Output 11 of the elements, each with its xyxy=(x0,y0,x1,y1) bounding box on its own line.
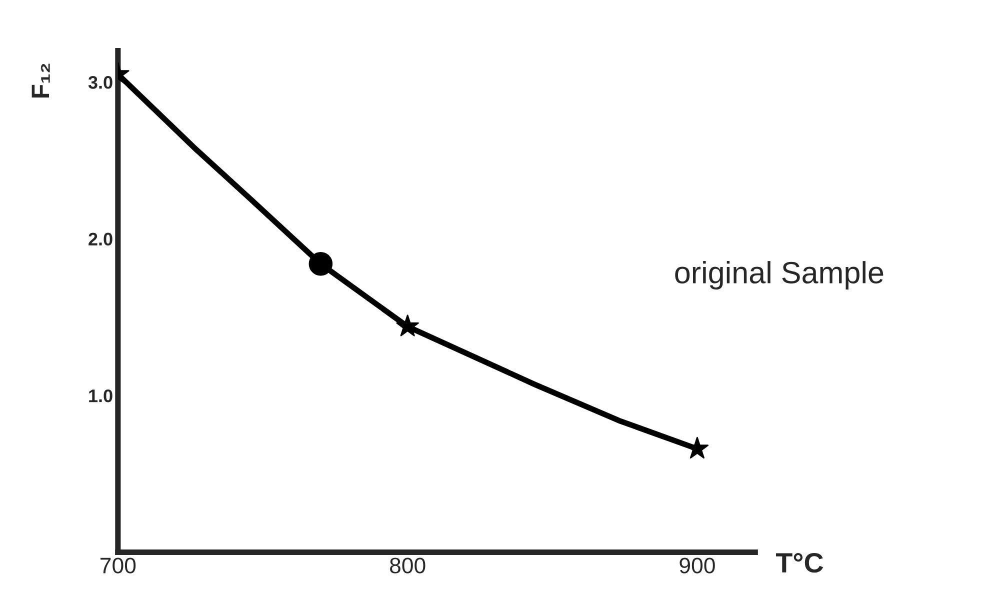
point xyxy=(396,314,419,336)
x-tick-label: 900 xyxy=(680,558,715,574)
x-axis-title: T°C xyxy=(776,552,824,573)
annotation: original Sample xyxy=(675,261,884,290)
y-tick-label: 1.0 xyxy=(89,389,112,402)
x-tick-label: 800 xyxy=(390,558,426,574)
y-tick-label: 3.0 xyxy=(88,76,112,89)
y-axis-title: F₁₂ xyxy=(32,64,50,98)
point xyxy=(308,252,333,276)
y-tick-label: 2.0 xyxy=(88,232,112,246)
x-tick-label: 700 xyxy=(100,558,136,574)
